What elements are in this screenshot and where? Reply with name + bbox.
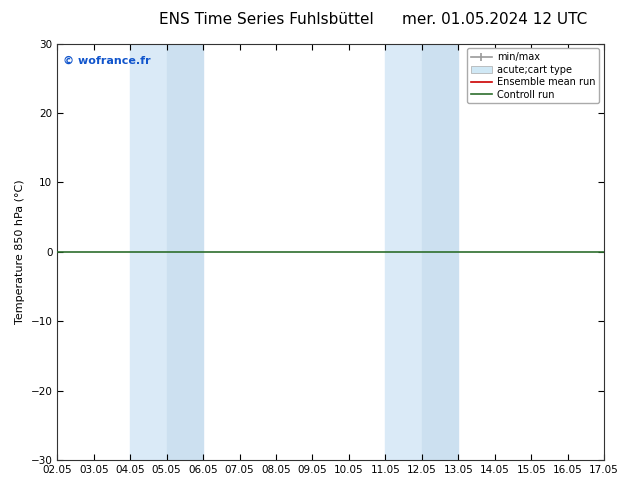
Y-axis label: Temperature 850 hPa (°C): Temperature 850 hPa (°C) — [15, 179, 25, 324]
Bar — [167, 44, 203, 460]
Bar — [130, 44, 167, 460]
Text: ENS Time Series Fuhlsbüttel: ENS Time Series Fuhlsbüttel — [159, 12, 373, 27]
Legend: min/max, acute;cart type, Ensemble mean run, Controll run: min/max, acute;cart type, Ensemble mean … — [467, 49, 599, 103]
Text: © wofrance.fr: © wofrance.fr — [63, 56, 150, 66]
Bar — [385, 44, 422, 460]
Text: mer. 01.05.2024 12 UTC: mer. 01.05.2024 12 UTC — [402, 12, 587, 27]
Bar — [422, 44, 458, 460]
